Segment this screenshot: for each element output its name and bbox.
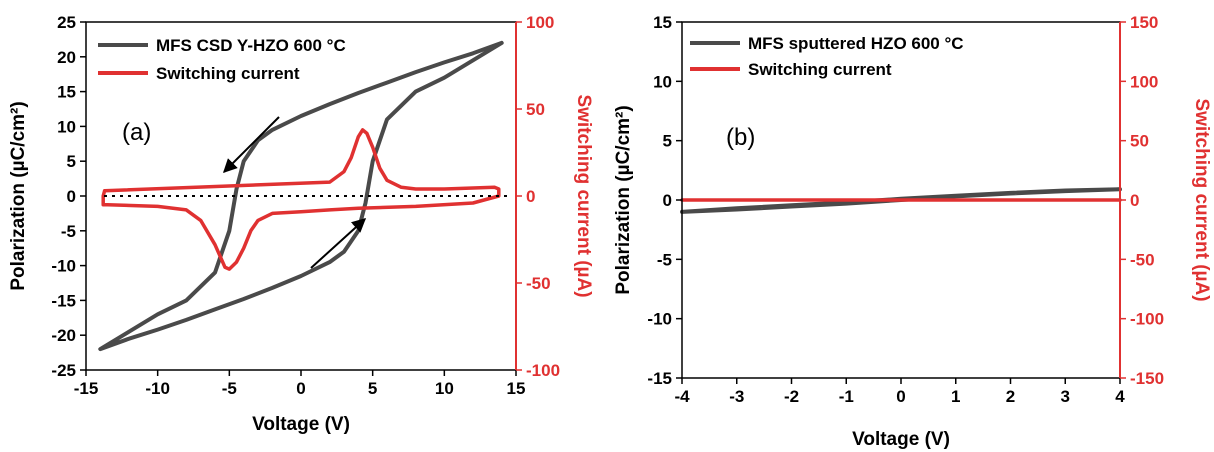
- y2-tick-label: -50: [1130, 250, 1155, 269]
- panel-b-data-layer: [680, 187, 1122, 214]
- x-tick-label: -10: [145, 379, 170, 398]
- panel-a-legend-label-current: Switching current: [156, 64, 300, 83]
- x-tick-label: 2: [1006, 387, 1015, 406]
- y-tick-label: 0: [663, 191, 672, 210]
- y-tick-label: 0: [67, 187, 76, 206]
- y-tick-label: 10: [57, 117, 76, 136]
- y-tick-label: 10: [653, 72, 672, 91]
- panel-b-y2-ticks: -150 -100 -50 0 50 100 150: [1120, 13, 1164, 388]
- x-tick-label: -5: [222, 379, 237, 398]
- x-tick-label: -2: [784, 387, 799, 406]
- y-tick-label: -15: [647, 369, 672, 388]
- panel-a-arrow-upper-branch: [223, 116, 280, 173]
- x-tick-label: -15: [74, 379, 99, 398]
- panel-a-switching-current-line: [101, 128, 501, 271]
- y2-tick-label: -50: [526, 274, 551, 293]
- panel-b-x-axis-label: Voltage (V): [852, 429, 950, 450]
- x-tick-label: 3: [1061, 387, 1070, 406]
- y2-tick-label: -100: [526, 361, 560, 380]
- panel-b-legend: MFS sputtered HZO 600 °C Switching curre…: [690, 34, 964, 79]
- panel-b-label: (b): [726, 124, 755, 151]
- panel-a-legend-label-hysteresis: MFS CSD Y-HZO 600 °C: [156, 36, 346, 55]
- panel-a-x-axis-label: Voltage (V): [252, 414, 350, 435]
- y2-tick-label: 50: [1130, 132, 1149, 151]
- panel-a-y2-axis-label: Switching current (µA): [573, 94, 594, 297]
- panel-b-y-ticks: -15 -10 -5 0 5 10 15: [647, 13, 682, 388]
- y-tick-label: 25: [57, 13, 76, 32]
- y-tick-label: -20: [51, 326, 76, 345]
- panel-a-polarization-hysteresis-line: [98, 40, 504, 352]
- y-tick-label: 15: [57, 83, 76, 102]
- y-tick-label: -10: [51, 257, 76, 276]
- panel-a: -15 -10 -5 0 5 10 15 -25-20-15-10-50510152025 …: [8, 13, 594, 435]
- y2-tick-label: 150: [1130, 13, 1158, 32]
- y-tick-label: 5: [663, 132, 672, 151]
- y2-tick-label: 100: [526, 13, 554, 32]
- panel-a-label: (a): [122, 119, 151, 146]
- y-tick-label: -5: [657, 250, 672, 269]
- panel-a-y-ticks: -25 -20 -15 -10 -5 0 5 10 15 20 25: [51, 13, 86, 380]
- panel-a-legend: MFS CSD Y-HZO 600 °C Switching current: [98, 36, 346, 83]
- x-tick-label: 5: [368, 379, 377, 398]
- x-tick-label: 0: [296, 379, 305, 398]
- x-tick-label: 10: [435, 379, 454, 398]
- panel-a-y2-ticks: -100 -50 0 50 100: [516, 13, 560, 380]
- y2-tick-label: 0: [526, 187, 535, 206]
- x-tick-label: -3: [729, 387, 744, 406]
- panel-a-data-layer: [98, 40, 504, 352]
- y2-tick-label: 0: [1130, 191, 1139, 210]
- y-tick-label: -5: [61, 222, 76, 241]
- panel-a-arrow-lower-branch: [310, 218, 367, 269]
- x-tick-label: 1: [951, 387, 960, 406]
- x-tick-label: -4: [674, 387, 690, 406]
- y-tick-label: 15: [653, 13, 672, 32]
- panel-b-x-ticks: -4 -3 -2 -1 0 1 2 3 4: [674, 378, 1125, 406]
- panel-a-x-ticks: -15 -10 -5 0 5 10 15: [74, 370, 526, 398]
- panel-a-y-axis-label: Polarization (µC/cm²): [8, 101, 29, 290]
- y-tick-label: -10: [647, 310, 672, 329]
- panel-b-legend-label-hysteresis: MFS sputtered HZO 600 °C: [748, 34, 964, 53]
- x-tick-label: 4: [1115, 387, 1125, 406]
- y-tick-label: -25: [51, 361, 76, 380]
- panel-b-legend-label-current: Switching current: [748, 60, 892, 79]
- y2-tick-label: 100: [1130, 72, 1158, 91]
- y2-tick-label: 50: [526, 100, 545, 119]
- y-tick-label: 20: [57, 48, 76, 67]
- y-tick-label: 5: [67, 152, 76, 171]
- y-tick-label: -15: [51, 291, 76, 310]
- y2-tick-label: -150: [1130, 369, 1164, 388]
- x-tick-label: 15: [507, 379, 526, 398]
- x-tick-label: 0: [896, 387, 905, 406]
- panel-b-y-axis-label: Polarization (µC/cm²): [613, 105, 634, 294]
- y2-tick-label: -100: [1130, 310, 1164, 329]
- panel-b-y2-axis-label: Switching current (µA): [1191, 98, 1212, 301]
- x-tick-label: -1: [839, 387, 854, 406]
